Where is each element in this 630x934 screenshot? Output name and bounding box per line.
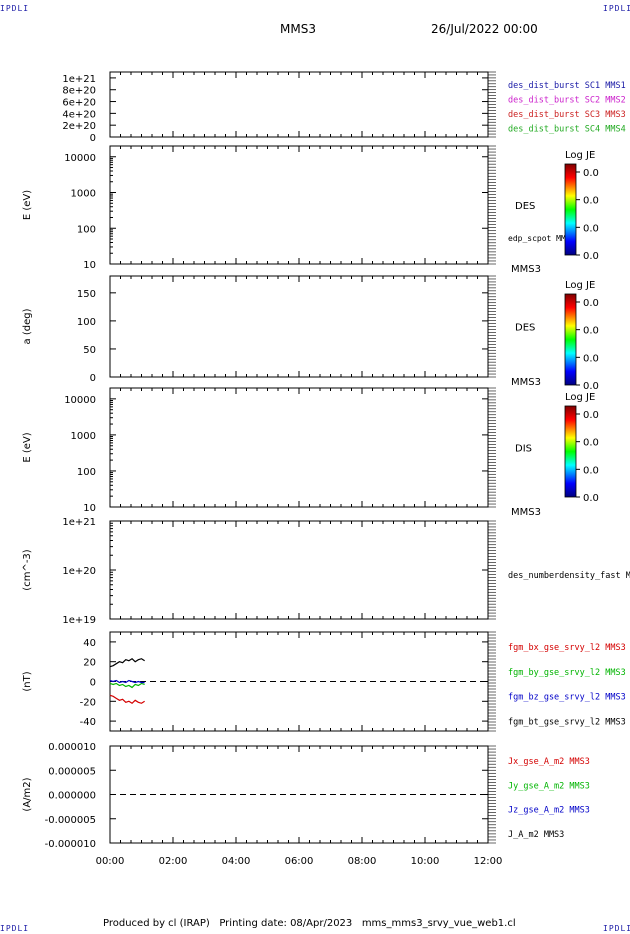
panel-1-legend-entry: des_dist_burst SC4 MMS4: [508, 125, 626, 135]
x-tick-label: 04:00: [222, 856, 251, 867]
x-tick-label: 00:00: [96, 856, 125, 867]
panel-1-y-tick-label: 8e+20: [62, 86, 96, 97]
panel-7-legend-entry: J_A_m2 MMS3: [508, 830, 564, 840]
panel-2-species-label: DES: [515, 201, 535, 212]
panel-7-y-tick-label: -0.000005: [45, 815, 96, 826]
panel-6-y-axis-label: (nT): [22, 671, 33, 691]
panel-4-colorbar-tick-label: 0.0: [583, 438, 599, 449]
panel-1-legend-entry: des_dist_burst SC2 MMS2: [508, 96, 626, 106]
panel-6-legend-entry: fgm_bx_gse_srvy_l2 MMS3: [508, 643, 626, 653]
panel-2-frame: [109, 145, 489, 265]
panel-4-colorbar-tick-label: 0.0: [583, 493, 599, 504]
panel-2-y-axis-label: E (eV): [22, 190, 33, 220]
panel-5-y-tick-label: 1e+20: [62, 566, 96, 577]
panel-2-colorbar-tick-label: 0.0: [583, 196, 599, 207]
panel-4-y-tick-label: 1000: [71, 431, 96, 442]
panel-7-legend-entry: Jy_gse_A_m2 MMS3: [508, 781, 590, 791]
panel-4-y-tick-label: 10000: [64, 395, 96, 406]
panel-7-legend-entry: Jx_gse_A_m2 MMS3: [508, 757, 590, 767]
panel-2-y-tick-label: 1000: [71, 189, 96, 200]
panel-2-colorbar: [564, 163, 577, 256]
panel-3-species-label: DES: [515, 323, 535, 334]
panel-2-overlay-label: edp_scpot MMS3: [508, 234, 576, 243]
panel-6-series-line-4: [109, 657, 145, 668]
corner-label-bottom-left: IPDLI: [0, 924, 30, 933]
panel-3-colorbar-label: Log JE: [565, 280, 595, 291]
panel-3-y-axis-label: a (deg): [22, 308, 33, 344]
panel-3-y-tick-label: 150: [77, 289, 96, 300]
panel-1-legend-entry: des_dist_burst SC3 MMS3: [508, 110, 626, 120]
panel-2-y-tick-label: 100: [77, 224, 96, 235]
panel-1-legend-entry: des_dist_burst SC1 MMS1: [508, 81, 626, 91]
panel-3-colorbar-tick-label: 0.0: [583, 381, 599, 392]
panel-7-y-tick-label: -0.000010: [45, 839, 96, 850]
panel-7-y-tick-label: 0.000005: [48, 766, 96, 777]
corner-label-top-left: IPDLI: [0, 4, 30, 13]
panel-1-y-tick-label: 1e+21: [62, 74, 96, 85]
panel-3-y-tick-label: 0: [90, 373, 96, 384]
panel-4-frame: [109, 387, 489, 508]
panel-3-y-tick-label: 50: [83, 345, 96, 356]
panel-3-frame: [109, 275, 489, 378]
panel-5-y-tick-label: 1e+19: [62, 615, 96, 626]
panel-5-frame: [109, 520, 489, 620]
panel-6-legend-entry: fgm_by_gse_srvy_l2 MMS3: [508, 668, 626, 678]
panel-6-legend-entry: fgm_bt_gse_srvy_l2 MMS3: [508, 717, 626, 727]
panel-6-y-tick-label: 40: [83, 638, 96, 649]
panel-7-y-tick-label: 0.000000: [48, 791, 96, 802]
panel-2-colorbar-label: Log JE: [565, 150, 595, 161]
panel-4-y-axis-label: E (eV): [22, 432, 33, 462]
panel-6-y-tick-label: 0: [90, 678, 96, 689]
panel-4-colorbar-tick-label: 0.0: [583, 410, 599, 421]
panel-7-legend-entry: Jz_gse_A_m2 MMS3: [508, 806, 590, 816]
panel-3-spacecraft-label: MMS3: [511, 377, 541, 388]
panel-6-series-line-2: [109, 682, 145, 689]
panel-6-y-tick-label: 20: [83, 658, 96, 669]
panel-2-colorbar-tick-label: 0.0: [583, 168, 599, 179]
panel-5-legend-entry: des_numberdensity_fast M: [508, 571, 630, 581]
panel-4-colorbar-tick-label: 0.0: [583, 465, 599, 476]
panel-4-y-tick-label: 10: [83, 503, 96, 514]
panel-5-y-axis-label: (cm^-3): [22, 549, 33, 590]
panel-7-y-axis-label: (A/m2): [22, 777, 33, 811]
x-tick-label: 12:00: [474, 856, 503, 867]
corner-label-bottom-right: IPDLI: [603, 924, 630, 933]
panel-6-series-line-1: [109, 694, 145, 705]
panel-1-y-tick-label: 0: [90, 133, 96, 144]
panel-3-colorbar: [564, 293, 577, 386]
panel-6-y-tick-label: -20: [80, 697, 96, 708]
panel-4-y-tick-label: 100: [77, 467, 96, 478]
panel-4-spacecraft-label: MMS3: [511, 507, 541, 518]
panel-1-frame: [109, 71, 489, 138]
panel-2-y-tick-label: 10000: [64, 153, 96, 164]
panel-4-colorbar-label: Log JE: [565, 392, 595, 403]
panel-6-y-tick-label: -40: [80, 717, 96, 728]
panel-3-colorbar-tick-label: 0.0: [583, 298, 599, 309]
panel-2-y-tick-label: 10: [83, 260, 96, 271]
x-tick-label: 10:00: [411, 856, 440, 867]
panel-2-spacecraft-label: MMS3: [511, 264, 541, 275]
panel-2-colorbar-tick-label: 0.0: [583, 223, 599, 234]
panel-3-y-tick-label: 100: [77, 317, 96, 328]
panel-6-series-line-3: [109, 679, 145, 684]
panel-4-colorbar: [564, 405, 577, 498]
panel-5-y-tick-label: 1e+21: [62, 517, 96, 528]
panel-1-y-tick-label: 4e+20: [62, 109, 96, 120]
footer-credit: Produced by cl (IRAP) Printing date: 08/…: [103, 918, 516, 929]
spacecraft-title: MMS3: [280, 22, 316, 36]
panel-7-y-tick-label: 0.000010: [48, 742, 96, 753]
panel-2-colorbar-tick-label: 0.0: [583, 251, 599, 262]
panel-4-species-label: DIS: [515, 444, 532, 455]
corner-label-top-right: IPDLI: [603, 4, 630, 13]
panel-1-y-tick-label: 2e+20: [62, 121, 96, 132]
panel-3-colorbar-tick-label: 0.0: [583, 353, 599, 364]
panel-1-y-tick-label: 6e+20: [62, 98, 96, 109]
plot-date: 26/Jul/2022 00:00: [431, 22, 538, 36]
x-tick-label: 08:00: [348, 856, 377, 867]
x-tick-label: 02:00: [159, 856, 188, 867]
panel-3-colorbar-tick-label: 0.0: [583, 326, 599, 337]
x-tick-label: 06:00: [285, 856, 314, 867]
panel-6-legend-entry: fgm_bz_gse_srvy_l2 MMS3: [508, 693, 626, 703]
